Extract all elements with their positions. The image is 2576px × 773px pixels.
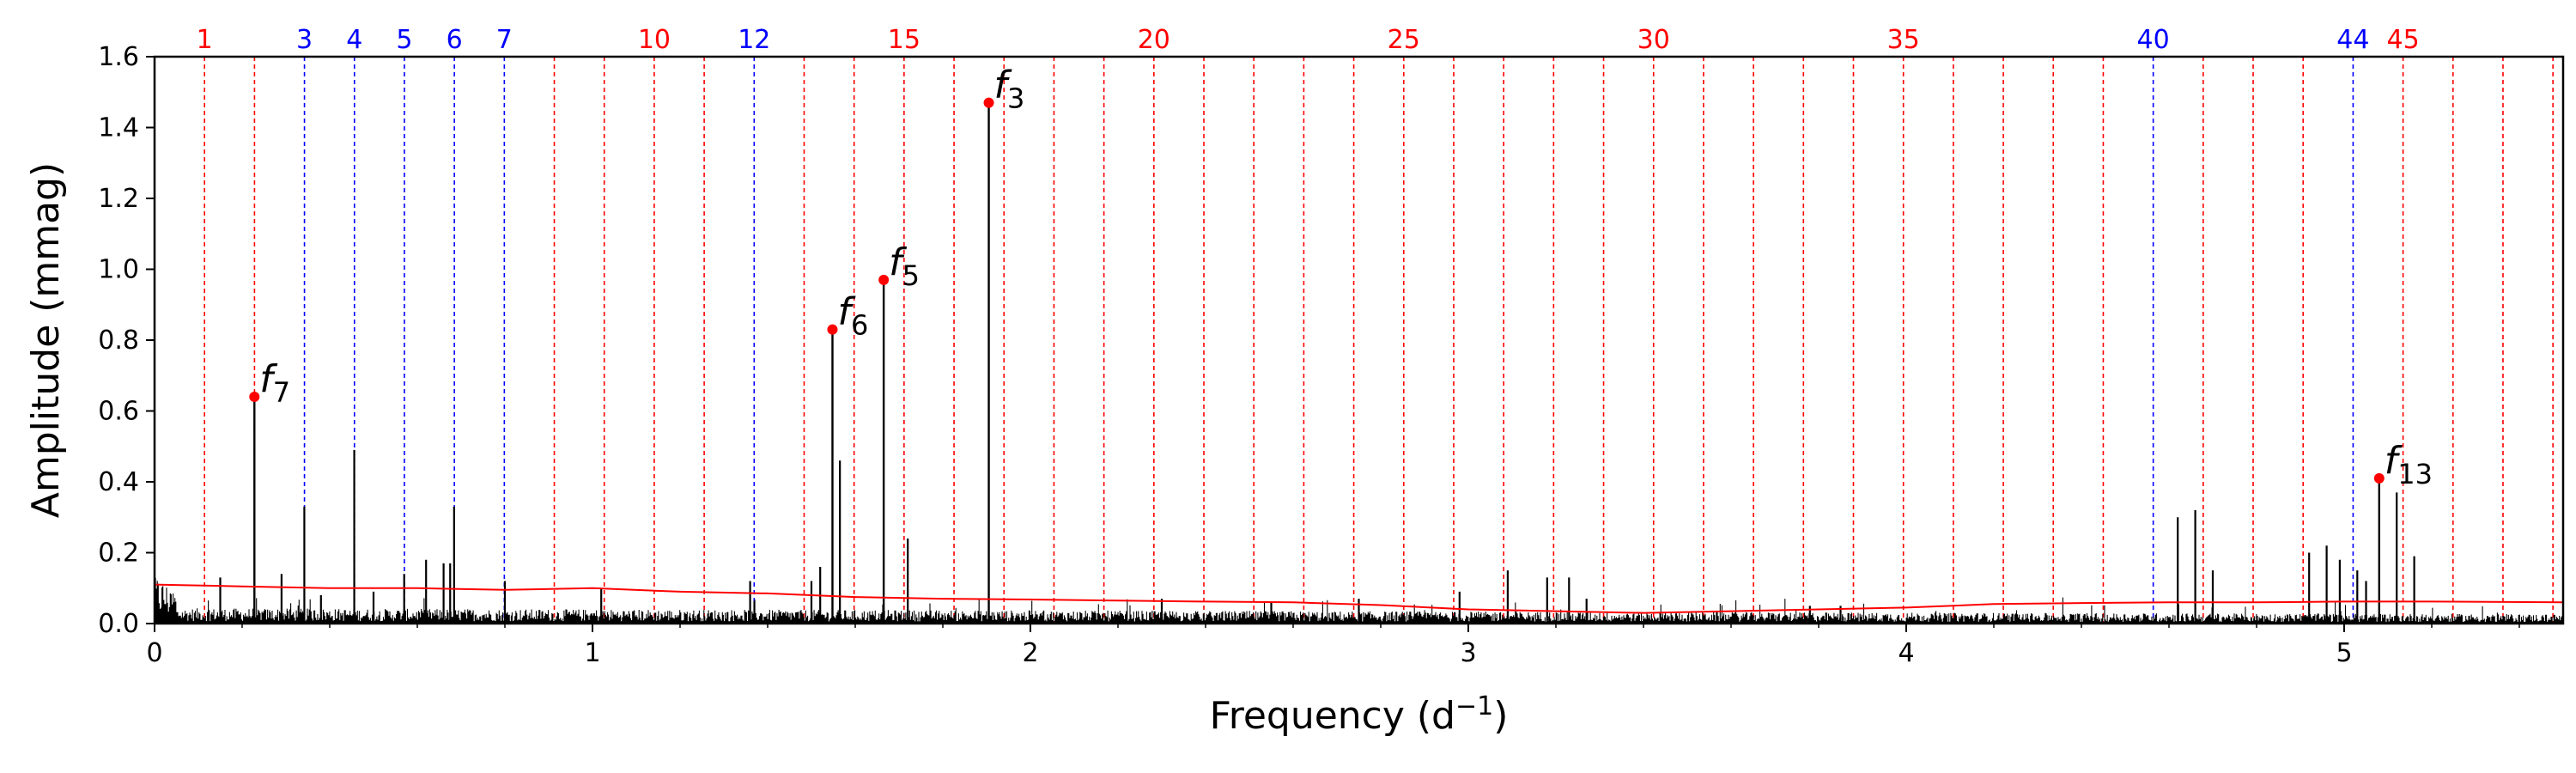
peak-label-subscript: 7	[273, 376, 290, 409]
x-axis-label-sup: −1	[1455, 691, 1493, 721]
peak-label-subscript: 3	[1007, 82, 1024, 115]
harmonic-labels: 1 3 4 5 6 7 10 12 15 20 25 30 35 40 44 45	[197, 25, 2420, 55]
y-tick-label-0.2: 0.2	[98, 539, 139, 569]
x-axis-label-main: Frequency (d	[1210, 694, 1455, 738]
harmonic-label-20: 20	[1138, 25, 1170, 55]
harmonic-label-45: 45	[2387, 25, 2420, 55]
x-tick-label-5: 5	[2336, 638, 2352, 668]
peak-label-subscript: 5	[902, 259, 920, 292]
harmonic-label-6: 6	[447, 25, 463, 55]
peak-label-f7: f7	[259, 357, 290, 409]
harmonic-label-30: 30	[1637, 25, 1670, 55]
y-axis-label: Amplitude (mmag)	[24, 162, 68, 518]
peak-labels: f7 f6 f5 f3 f13	[259, 64, 2433, 490]
plot-frame	[153, 55, 2565, 625]
harmonic-label-7: 7	[496, 25, 513, 55]
harmonic-label-15: 15	[888, 25, 920, 55]
harmonic-label-3: 3	[296, 25, 313, 55]
peak-label-subscript: 6	[851, 309, 868, 342]
harmonic-label-1: 1	[197, 25, 213, 55]
x-tick-label-2: 2	[1022, 638, 1038, 668]
x-tick-label-4: 4	[1898, 638, 1914, 668]
peak-label-f5: f5	[889, 240, 920, 292]
peak-marker-f6	[827, 324, 838, 335]
y-tick-label-0.6: 0.6	[98, 397, 139, 427]
peak-label-f6: f6	[837, 290, 868, 342]
y-tick-label-0.0: 0.0	[98, 609, 139, 639]
x-tick-label-0: 0	[146, 638, 162, 668]
labeled-peak-markers	[249, 97, 2385, 484]
harmonic-label-12: 12	[738, 25, 770, 55]
peak-marker-f7	[249, 392, 260, 402]
x-axis-label-tail: )	[1493, 694, 1508, 738]
y-tick-label-1.6: 1.6	[98, 42, 139, 72]
x-axis-label: Frequency (d−1)	[1210, 691, 1509, 738]
harmonic-label-4: 4	[346, 25, 362, 55]
peak-marker-f5	[878, 274, 890, 285]
harmonic-lines	[204, 57, 2554, 624]
y-tick-label-0.8: 0.8	[98, 326, 139, 356]
harmonic-label-40: 40	[2137, 25, 2170, 55]
harmonic-label-35: 35	[1887, 25, 1920, 55]
y-tick-label-1.0: 1.0	[98, 255, 139, 285]
peak-label-f13: f13	[2385, 439, 2433, 490]
y-axis-ticks: 0.0 0.2 0.4 0.6 0.8 1.0 1.2 1.4 1.6	[98, 42, 155, 639]
y-tick-label-1.2: 1.2	[98, 184, 139, 214]
harmonic-label-10: 10	[638, 25, 671, 55]
x-tick-label-1: 1	[584, 638, 600, 668]
peak-marker-f13	[2373, 472, 2385, 484]
peak-marker-f3	[983, 97, 994, 108]
significance-curve	[154, 583, 2564, 614]
harmonic-label-25: 25	[1388, 25, 1420, 55]
y-tick-label-1.4: 1.4	[98, 113, 139, 143]
peak-label-subscript: 13	[2397, 458, 2433, 490]
x-axis-ticks: 0 1 2 3 4 5	[146, 624, 2520, 668]
x-tick-label-3: 3	[1460, 638, 1476, 668]
y-tick-label-0.4: 0.4	[98, 467, 139, 497]
harmonic-label-44: 44	[2336, 25, 2369, 55]
peak-label-f3: f3	[994, 64, 1025, 115]
spectrum-peaks	[219, 102, 2415, 624]
harmonic-label-5: 5	[396, 25, 412, 55]
